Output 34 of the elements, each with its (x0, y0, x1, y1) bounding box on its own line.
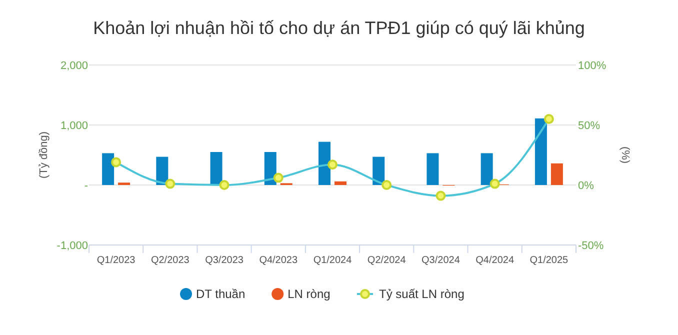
bar (534, 118, 547, 185)
x-tick-label: Q1/2024 (313, 255, 352, 266)
bar (264, 152, 276, 185)
y-axis-title: (Tỷ đồng) (38, 131, 50, 179)
y2-tick-label: 0% (578, 180, 594, 192)
chart-title: Khoản lợi nhuận hồi tố cho dự án TPĐ1 giúp có quý lãi khủng (93, 18, 585, 38)
bar (372, 156, 385, 185)
x-tick-label: Q2/2024 (367, 255, 406, 266)
y2-tick-label: -50% (578, 240, 604, 252)
legend-label: DT thuần (196, 287, 246, 301)
x-tick-label: Q4/2023 (259, 255, 298, 266)
bar (156, 156, 168, 185)
bar (334, 181, 346, 185)
bar (102, 153, 114, 185)
y-tick-label: 1,000 (60, 120, 88, 132)
y-tick-label: - (84, 180, 88, 192)
x-tick-label: Q1/2023 (96, 255, 136, 266)
bar (550, 163, 563, 185)
y2-axis-title: (%) (619, 146, 631, 164)
x-tick-label: Q3/2024 (422, 255, 460, 266)
y-tick-label: 2,000 (60, 60, 88, 72)
x-tick-label: Q4/2024 (476, 255, 514, 266)
x-tick-label: Q1/2025 (530, 255, 569, 266)
y-tick-label: -1,000 (56, 240, 88, 252)
bar (318, 142, 330, 185)
legend-label: Tỷ suất LN ròng (379, 287, 464, 301)
y2-tick-label: 100% (578, 60, 606, 72)
y2-tick-label: 50% (578, 120, 600, 132)
legend-label: LN ròng (288, 287, 330, 301)
bar (426, 153, 439, 185)
bar (210, 152, 222, 185)
bar (480, 153, 493, 185)
x-tick-label: Q3/2023 (205, 255, 244, 266)
x-tick-label: Q2/2023 (150, 255, 190, 266)
